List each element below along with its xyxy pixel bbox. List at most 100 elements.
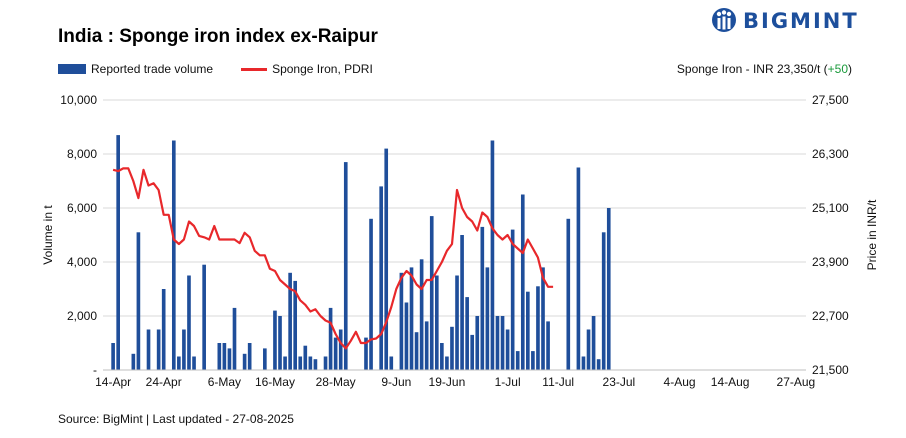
x-tick-label: 14-Aug bbox=[711, 375, 750, 389]
volume-bar bbox=[293, 280, 298, 370]
legend-bar-swatch bbox=[58, 64, 86, 74]
chart-legend: Reported trade volume Sponge Iron, PDRI bbox=[58, 62, 373, 76]
legend-line-label: Sponge Iron, PDRI bbox=[272, 62, 373, 76]
volume-bar bbox=[263, 348, 267, 370]
volume-bar bbox=[566, 218, 571, 370]
volume-bar bbox=[591, 316, 596, 370]
volume-bar bbox=[171, 140, 176, 370]
y2-tick-label: 27,500 bbox=[812, 93, 849, 107]
volume-bar bbox=[586, 329, 591, 370]
volume-bar bbox=[581, 356, 586, 370]
volume-bar bbox=[136, 232, 141, 370]
x-tick-label: 9-Jun bbox=[381, 375, 411, 389]
volume-bar bbox=[273, 310, 277, 370]
volume-bar bbox=[323, 356, 328, 370]
volume-bar bbox=[526, 291, 530, 370]
chart-title: India : Sponge iron index ex-Raipur bbox=[58, 26, 378, 47]
volume-bar bbox=[576, 167, 581, 370]
x-tick-label: 14-Apr bbox=[95, 375, 131, 389]
brand-logo: BIGMINT bbox=[711, 6, 859, 36]
x-tick-label: 16-May bbox=[255, 375, 295, 389]
volume-bar bbox=[546, 321, 550, 370]
legend-line-swatch bbox=[241, 67, 268, 71]
volume-bar bbox=[313, 359, 318, 370]
volume-bar bbox=[308, 356, 313, 370]
y2-tick-label: 26,300 bbox=[812, 147, 849, 161]
price-change: +50 bbox=[827, 62, 848, 76]
volume-bar bbox=[283, 356, 287, 370]
volume-bar bbox=[202, 264, 206, 370]
volume-bar bbox=[440, 343, 444, 370]
y2-tick-label: 25,100 bbox=[812, 201, 849, 215]
volume-bar bbox=[515, 351, 520, 370]
y2-axis-title: Price in INR/t bbox=[865, 199, 879, 270]
y-tick-label: 6,000 bbox=[67, 201, 97, 215]
legend-bars-label: Reported trade volume bbox=[91, 62, 214, 76]
latest-price-note: Sponge Iron - INR 23,350/t (+50) bbox=[677, 62, 852, 76]
y2-tick-label: 22,700 bbox=[812, 309, 849, 323]
volume-bar bbox=[389, 356, 394, 370]
volume-bar bbox=[465, 297, 469, 370]
volume-bar bbox=[424, 321, 429, 370]
volume-bar bbox=[490, 140, 495, 370]
x-tick-label: 27-Aug bbox=[777, 375, 816, 389]
x-tick-label: 24-Apr bbox=[146, 375, 182, 389]
volume-bar bbox=[232, 307, 237, 370]
volume-bar bbox=[419, 259, 424, 370]
price-line bbox=[112, 167, 554, 350]
source-note: Source: BigMint | Last updated - 27-08-2… bbox=[58, 412, 294, 426]
y2-tick-label: 23,900 bbox=[812, 255, 849, 269]
y-tick-label: - bbox=[93, 363, 97, 377]
x-tick-label: 11-Jul bbox=[542, 375, 574, 389]
volume-bar bbox=[429, 216, 434, 370]
volume-bar bbox=[596, 359, 601, 370]
volume-bar bbox=[227, 348, 232, 370]
volume-bar bbox=[333, 337, 338, 370]
volume-bar bbox=[606, 208, 611, 370]
volume-bar bbox=[475, 316, 480, 370]
volume-bar bbox=[217, 343, 222, 370]
volume-bar bbox=[131, 353, 136, 370]
volume-bar bbox=[343, 162, 348, 370]
y-tick-label: 10,000 bbox=[60, 93, 97, 107]
x-tick-label: 19-Jun bbox=[429, 375, 466, 389]
volume-bar bbox=[541, 267, 545, 370]
volume-bar bbox=[156, 329, 161, 370]
volume-bar bbox=[500, 316, 505, 370]
volume-bar bbox=[338, 329, 343, 370]
volume-bar bbox=[182, 329, 186, 370]
volume-bar bbox=[455, 275, 459, 370]
volume-bar bbox=[520, 194, 525, 370]
volume-bar bbox=[247, 343, 252, 370]
volume-bar bbox=[485, 267, 490, 370]
x-tick-label: 1-Jul bbox=[495, 375, 521, 389]
volume-bar bbox=[450, 326, 454, 370]
x-tick-label: 6-May bbox=[208, 375, 241, 389]
volume-bar bbox=[480, 226, 485, 370]
volume-bar bbox=[146, 329, 151, 370]
volume-bar bbox=[399, 272, 404, 370]
brand-name: BIGMINT bbox=[743, 9, 859, 33]
volume-bar bbox=[495, 316, 500, 370]
volume-bar bbox=[303, 345, 308, 370]
volume-bar bbox=[536, 286, 540, 370]
volume-bar bbox=[242, 353, 247, 370]
volume-bar bbox=[460, 235, 464, 370]
volume-bar bbox=[409, 267, 414, 370]
volume-bar bbox=[177, 356, 181, 370]
volume-bar bbox=[298, 356, 303, 370]
y2-tick-label: 21,500 bbox=[812, 363, 849, 377]
x-tick-label: 28-May bbox=[316, 375, 356, 389]
volume-bar bbox=[379, 186, 383, 370]
volume-bar bbox=[601, 232, 606, 370]
volume-bar bbox=[278, 316, 282, 370]
volume-bar bbox=[369, 218, 373, 370]
volume-bar bbox=[288, 272, 292, 370]
volume-bar bbox=[328, 307, 333, 370]
volume-bar bbox=[470, 334, 475, 370]
volume-bar bbox=[384, 148, 389, 370]
volume-bar bbox=[111, 343, 115, 370]
volume-bar bbox=[116, 135, 120, 370]
y-tick-label: 4,000 bbox=[67, 255, 97, 269]
